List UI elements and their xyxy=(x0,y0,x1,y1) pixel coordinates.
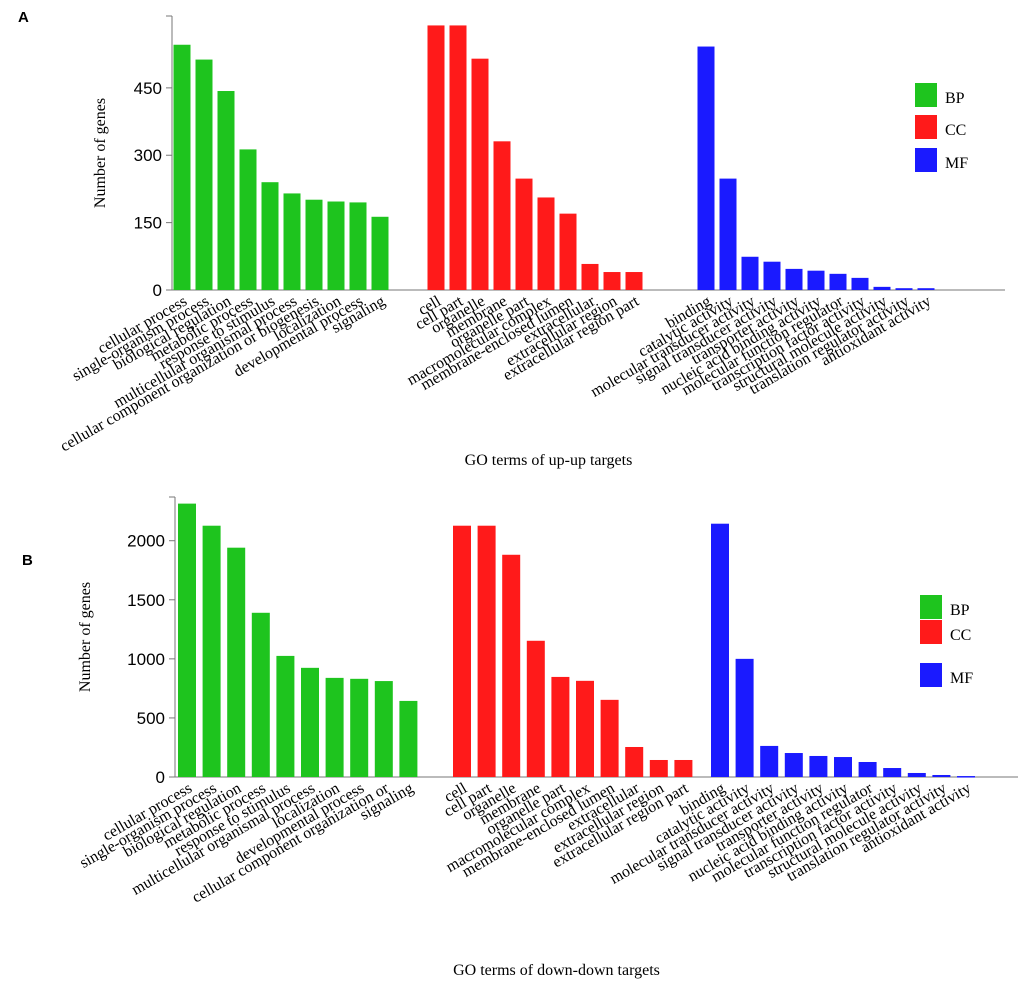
bar xyxy=(327,201,345,290)
bar xyxy=(217,91,235,290)
bar xyxy=(374,681,393,777)
bar xyxy=(932,774,951,777)
bar xyxy=(873,286,891,290)
bar xyxy=(551,676,570,777)
legend-label: BP xyxy=(945,90,965,107)
x-axis-label: GO terms of down-down targets xyxy=(453,962,660,979)
bar xyxy=(625,746,644,777)
legend-swatch xyxy=(915,83,937,107)
bar xyxy=(858,761,877,777)
bar xyxy=(195,59,213,290)
bar xyxy=(477,525,496,777)
bar xyxy=(350,678,369,777)
bar xyxy=(603,272,621,290)
bar xyxy=(239,149,257,290)
bar xyxy=(711,523,729,777)
bar xyxy=(515,178,533,290)
bar xyxy=(493,141,511,290)
bar xyxy=(178,503,196,777)
y-tick-label: 0 xyxy=(156,768,165,787)
bar xyxy=(371,216,389,290)
bar xyxy=(600,699,619,777)
bar xyxy=(453,525,471,777)
bar xyxy=(785,268,803,290)
bar xyxy=(809,755,828,777)
bar xyxy=(697,46,715,290)
bar xyxy=(649,759,668,777)
bar xyxy=(576,680,594,777)
bar xyxy=(227,547,246,777)
bar xyxy=(349,202,367,290)
bar xyxy=(276,655,295,777)
bar xyxy=(471,58,489,290)
y-tick-label: 0 xyxy=(153,281,162,300)
bar xyxy=(581,263,599,290)
bar xyxy=(526,640,545,777)
bar xyxy=(674,759,693,777)
bar xyxy=(301,667,319,777)
bar xyxy=(305,199,323,290)
legend-swatch xyxy=(915,148,937,172)
y-tick-label: 2000 xyxy=(127,532,165,551)
bar xyxy=(625,272,643,290)
bar xyxy=(807,270,825,290)
bar xyxy=(760,745,779,777)
y-tick-label: 500 xyxy=(137,709,165,728)
y-tick-label: 450 xyxy=(134,79,162,98)
bar xyxy=(735,658,754,777)
legend-swatch xyxy=(920,663,942,687)
bar xyxy=(883,768,902,777)
panel-label: A xyxy=(18,9,29,26)
y-axis-label: Number of genes xyxy=(77,582,94,692)
bar xyxy=(559,213,577,290)
y-tick-label: 150 xyxy=(134,214,162,233)
bar xyxy=(719,178,737,290)
bar xyxy=(427,25,445,290)
bar xyxy=(449,25,467,290)
bar xyxy=(741,256,759,290)
bar xyxy=(895,288,913,290)
legend-label: CC xyxy=(945,122,966,139)
legend-label: CC xyxy=(950,627,971,644)
bar xyxy=(502,554,521,777)
y-axis-label: Number of genes xyxy=(92,98,109,208)
bar xyxy=(957,776,975,778)
bar xyxy=(851,277,869,290)
bar xyxy=(399,700,418,777)
panel-label: B xyxy=(22,552,33,569)
bar xyxy=(917,288,935,290)
bar xyxy=(763,261,781,290)
legend-label: BP xyxy=(950,602,970,619)
bar xyxy=(251,612,270,777)
x-axis-label: GO terms of up-up targets xyxy=(465,452,633,469)
legend-swatch xyxy=(920,620,942,644)
bar xyxy=(784,753,803,777)
bar xyxy=(202,525,221,777)
bar xyxy=(537,197,555,290)
y-tick-label: 1000 xyxy=(127,650,165,669)
legend-label: MF xyxy=(950,670,973,687)
bar xyxy=(261,182,279,290)
y-tick-label: 1500 xyxy=(127,591,165,610)
legend-swatch xyxy=(920,595,942,619)
bar xyxy=(283,193,301,290)
y-tick-label: 300 xyxy=(134,146,162,165)
legend-label: MF xyxy=(945,155,968,172)
bar xyxy=(907,772,926,777)
bar xyxy=(829,273,847,290)
bar xyxy=(325,677,344,777)
legend-swatch xyxy=(915,115,937,139)
bar xyxy=(834,757,852,777)
bar xyxy=(173,44,191,290)
